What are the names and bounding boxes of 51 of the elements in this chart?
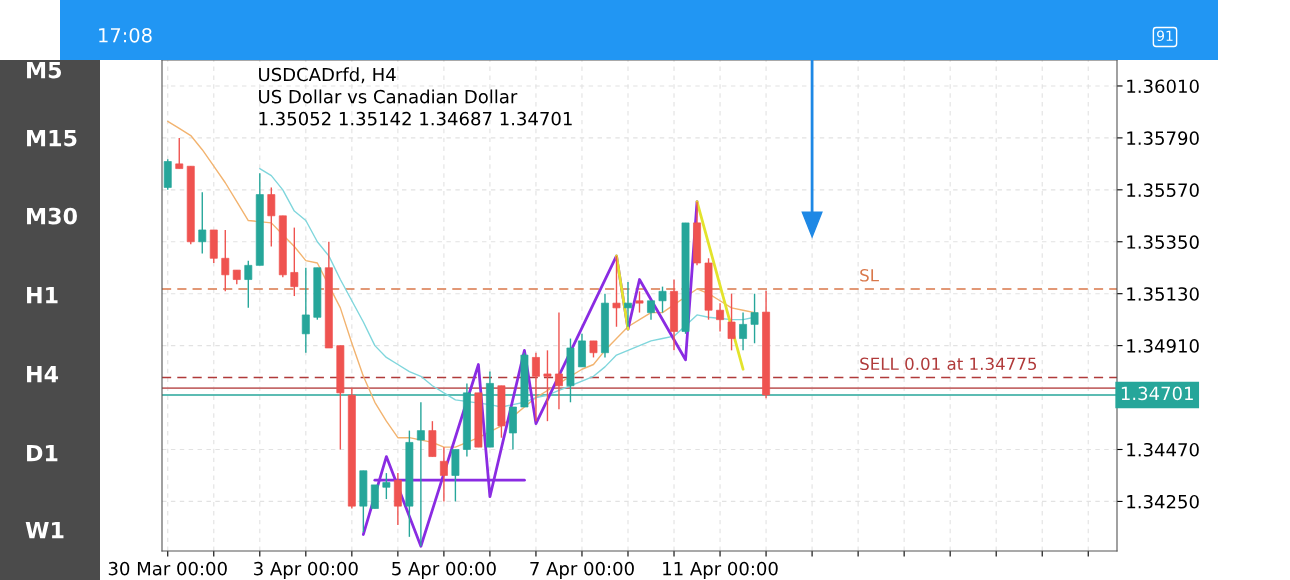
text: US Dollar vs Canadian Dollar bbox=[259, 89, 518, 104]
candlestick bbox=[244, 259, 253, 309]
x-tick-label: 3 Apr 00:00 bbox=[254, 561, 358, 579]
candlestick bbox=[750, 293, 759, 344]
candlestick bbox=[221, 229, 230, 293]
text: 91 bbox=[1157, 30, 1173, 42]
candlestick bbox=[624, 281, 632, 328]
y-tick-label: 1.34910 bbox=[1127, 339, 1199, 353]
candlestick bbox=[175, 137, 184, 170]
candlestick bbox=[370, 484, 379, 510]
y-tick-label: 1.34250 bbox=[1127, 494, 1199, 509]
y-tick-label: 1.36010 bbox=[1127, 79, 1199, 94]
candlestick bbox=[647, 300, 655, 321]
text: M5 bbox=[27, 61, 62, 79]
text: M15 bbox=[27, 129, 77, 147]
candlestick bbox=[416, 401, 425, 547]
candlestick bbox=[555, 311, 563, 411]
y-tick-label: 1.35130 bbox=[1127, 287, 1199, 301]
x-tick-label: 30 Mar 00:00 bbox=[108, 561, 227, 576]
candlestick bbox=[612, 255, 621, 328]
annotation: 1.35052 1.35142 1.34687 1.34701 bbox=[259, 111, 572, 126]
candlestick bbox=[532, 352, 540, 422]
candlestick bbox=[301, 267, 310, 354]
candlestick bbox=[382, 472, 391, 500]
candlestick bbox=[198, 191, 207, 255]
x-tick-label: 5 Apr 00:00 bbox=[392, 561, 496, 579]
ref-line-label: 1.34701 bbox=[1121, 386, 1193, 401]
candlestick bbox=[290, 226, 299, 297]
ref-line-label: SELL 0.01 at 1.34775 bbox=[860, 357, 1037, 371]
candlestick bbox=[635, 290, 644, 314]
x-tick-label: 11 Apr 00:00 bbox=[663, 561, 778, 579]
text: H4 bbox=[27, 365, 59, 383]
candlestick bbox=[716, 302, 724, 333]
chart-title: USDCADrfd, H4 bbox=[259, 67, 396, 84]
ref-line-label: SL bbox=[860, 268, 879, 282]
candlestick bbox=[543, 349, 552, 422]
y-tick-label: 1.35350 bbox=[1127, 235, 1199, 249]
text: H1 bbox=[27, 286, 58, 304]
y-tick-label: 1.35790 bbox=[1127, 131, 1199, 146]
candlestick bbox=[658, 285, 667, 314]
y-tick-label: 1.35570 bbox=[1127, 183, 1199, 197]
text: W1 bbox=[25, 521, 64, 539]
text: D1 bbox=[27, 444, 58, 462]
text: M30 bbox=[27, 207, 77, 225]
candlestick bbox=[439, 446, 448, 503]
candlestick bbox=[739, 311, 747, 352]
x-tick-label: 7 Apr 00:00 bbox=[530, 561, 634, 579]
candlestick bbox=[267, 186, 276, 248]
text: 17:08 bbox=[99, 27, 152, 43]
y-tick-label: 1.34470 bbox=[1127, 442, 1199, 457]
candlestick bbox=[727, 293, 736, 352]
